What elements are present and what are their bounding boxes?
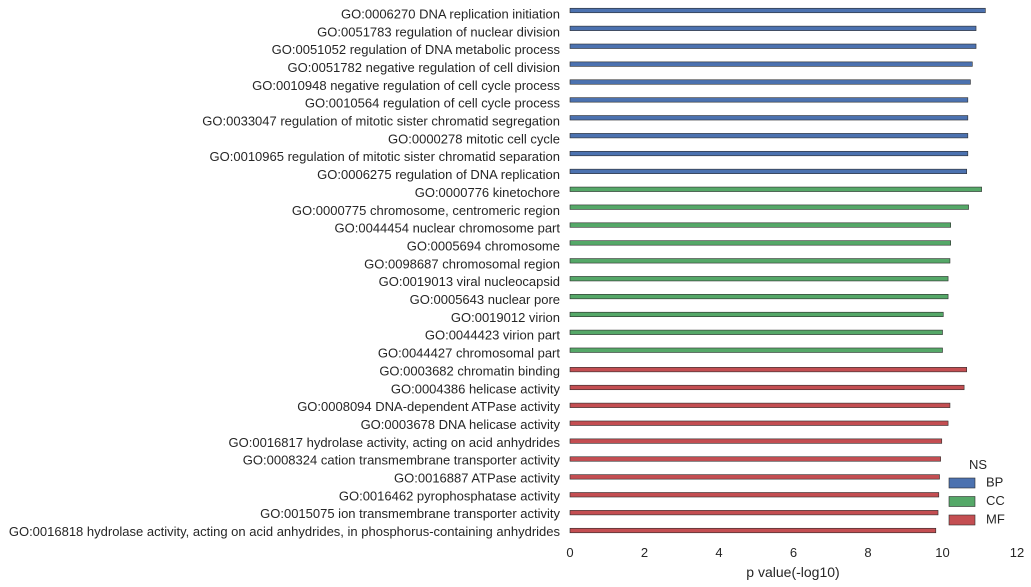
bar-mf	[569, 402, 951, 408]
category-label: GO:0004386 helicase activity	[391, 381, 561, 396]
bar-bp	[569, 43, 977, 49]
bar-cc	[569, 276, 949, 282]
x-tick-label: 2	[641, 545, 648, 560]
category-label: GO:0000278 mitotic cell cycle	[388, 131, 560, 146]
category-label: GO:0006270 DNA replication initiation	[341, 6, 560, 21]
bar-bp	[569, 7, 986, 14]
bar-bp	[569, 79, 971, 85]
x-tick-label: 0	[566, 545, 573, 560]
category-label: GO:0003682 chromatin binding	[379, 363, 560, 378]
bar-cc	[569, 311, 944, 318]
bar-cc	[569, 294, 949, 300]
category-label: GO:0051052 regulation of DNA metabolic p…	[272, 42, 561, 57]
x-axis: 0 2 4 6 8 10 12	[566, 545, 1024, 560]
category-label: GO:0019012 virion	[451, 310, 560, 325]
category-label: GO:0044454 nuclear chromosome part	[335, 221, 561, 236]
bar-bp	[569, 97, 969, 103]
bar-mf	[569, 438, 943, 444]
bar-bp	[569, 25, 977, 31]
bars	[569, 7, 986, 534]
bar-bp	[569, 150, 969, 157]
legend-swatch-mf	[948, 514, 976, 526]
category-label: GO:0019013 viral nucleocapsid	[379, 274, 560, 289]
category-label: GO:0016887 ATPase activity	[394, 471, 560, 486]
category-label: GO:0008324 cation transmembrane transpor…	[243, 453, 561, 468]
legend-title: NS	[969, 457, 987, 472]
legend-swatch-cc	[948, 496, 976, 507]
x-tick-label: 12	[1010, 545, 1024, 560]
category-label: GO:0000776 kinetochore	[415, 185, 560, 200]
x-tick-label: 4	[715, 545, 722, 560]
category-label: GO:0044423 virion part	[425, 328, 561, 343]
category-label: GO:0015075 ion transmembrane transporter…	[260, 506, 560, 521]
bar-bp	[569, 61, 973, 67]
category-label: GO:0010564 regulation of cell cycle proc…	[305, 96, 561, 111]
category-label: GO:0016818 hydrolase activity, acting on…	[9, 524, 561, 539]
x-tick-label: 8	[864, 545, 871, 560]
category-label: GO:0010948 negative regulation of cell c…	[252, 78, 560, 93]
x-axis-title: p value(-log10)	[746, 564, 839, 580]
bar-bp	[569, 115, 969, 121]
bar-bp	[569, 168, 968, 174]
bar-mf	[569, 510, 939, 516]
category-label: GO:0016817 hydrolase activity, acting on…	[229, 435, 561, 450]
category-label: GO:0006275 regulation of DNA replication	[317, 167, 560, 182]
legend-label-bp: BP	[986, 474, 1003, 489]
category-label: GO:0016462 pyrophosphatase activity	[339, 488, 561, 503]
legend-label-mf: MF	[986, 511, 1005, 526]
x-tick-label: 10	[935, 545, 949, 560]
bar-cc	[569, 347, 943, 353]
bar-mf	[569, 456, 941, 462]
category-labels: GO:0006270 DNA replication initiation GO:…	[9, 6, 561, 539]
bar-cc	[569, 329, 943, 335]
bar-bp	[569, 133, 969, 139]
bar-mf	[569, 420, 949, 426]
bar-cc	[569, 240, 952, 246]
category-label: GO:0044427 chromosomal part	[378, 346, 560, 361]
bar-cc	[569, 186, 982, 192]
bar-mf	[569, 367, 968, 373]
category-label: GO:0003678 DNA helicase activity	[361, 417, 561, 432]
bar-cc	[569, 222, 952, 228]
x-tick-label: 6	[790, 545, 797, 560]
bar-mf	[569, 492, 940, 498]
category-label: GO:0033047 regulation of mitotic sister …	[202, 114, 560, 129]
bar-cc	[569, 258, 951, 264]
bar-mf	[569, 384, 965, 391]
bar-mf	[569, 527, 937, 534]
legend: NS BP CC MF	[948, 457, 1005, 526]
category-label: GO:0000775 chromosome, centromeric regio…	[292, 203, 560, 218]
category-label: GO:0008094 DNA-dependent ATPase activity	[297, 399, 560, 414]
bar-mf	[569, 474, 940, 480]
legend-swatch-bp	[948, 477, 976, 489]
legend-label-cc: CC	[986, 493, 1005, 508]
category-label: GO:0051783 regulation of nuclear divisio…	[317, 24, 560, 39]
category-label: GO:0010965 regulation of mitotic sister …	[210, 149, 560, 164]
category-label: GO:0098687 chromosomal region	[364, 256, 560, 271]
category-label: GO:0005643 nuclear pore	[410, 292, 560, 307]
bar-cc	[569, 204, 969, 210]
category-label: GO:0005694 chromosome	[407, 238, 560, 253]
category-label: GO:0051782 negative regulation of cell d…	[288, 60, 560, 75]
